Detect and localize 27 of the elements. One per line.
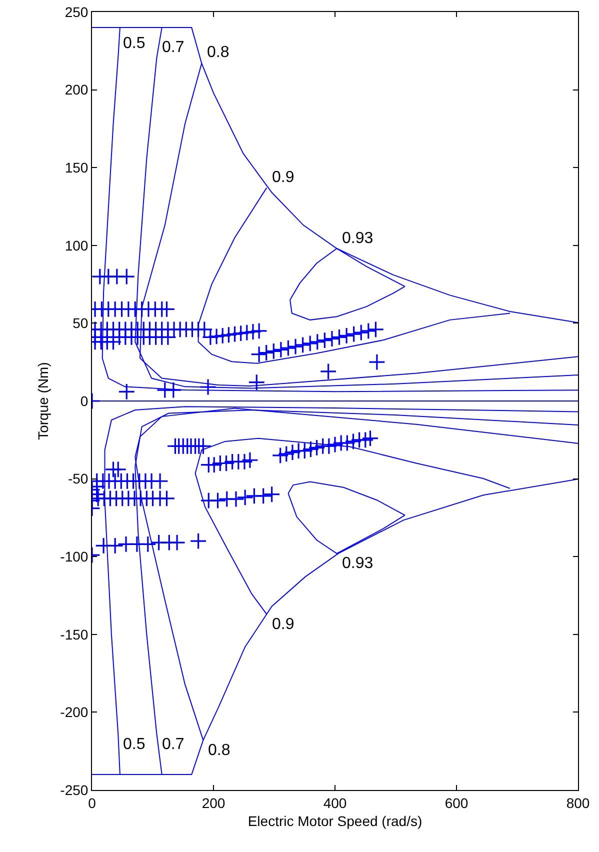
annotation: 0.7 bbox=[162, 736, 184, 753]
y-tick-label: -50 bbox=[68, 470, 88, 487]
y-tick-label: -150 bbox=[60, 626, 88, 642]
y-axis-title: Torque (Nm) bbox=[34, 362, 51, 440]
annotation: 0.9 bbox=[272, 616, 294, 633]
y-tick-label: -200 bbox=[60, 704, 88, 720]
annotation: 0.9 bbox=[272, 169, 294, 186]
y-tick-label: -100 bbox=[60, 548, 88, 564]
y-tick-label: 150 bbox=[64, 160, 88, 176]
y-tick-label: -250 bbox=[60, 782, 88, 798]
annotation: 0.8 bbox=[207, 44, 230, 61]
x-axis-title: Electric Motor Speed (rad/s) bbox=[248, 813, 422, 830]
annotation: 0.7 bbox=[162, 39, 184, 56]
x-tick-label: 400 bbox=[323, 794, 347, 811]
y-tick-label: 100 bbox=[64, 237, 88, 254]
y-tick-label: 0 bbox=[80, 392, 88, 409]
annotation: 0.93 bbox=[342, 230, 374, 247]
y-tick-label: 50 bbox=[72, 315, 88, 332]
x-tick-label: 800 bbox=[566, 794, 590, 811]
annotation: 0.93 bbox=[342, 555, 374, 572]
x-tick-label: 600 bbox=[444, 794, 468, 811]
annotation: 0.8 bbox=[208, 742, 230, 759]
annotation: 0.5 bbox=[123, 35, 146, 52]
x-tick-label: 200 bbox=[202, 794, 226, 811]
y-tick-label: 200 bbox=[64, 82, 88, 98]
y-tick-label: 250 bbox=[64, 4, 88, 20]
annotation: 0.5 bbox=[123, 736, 146, 753]
